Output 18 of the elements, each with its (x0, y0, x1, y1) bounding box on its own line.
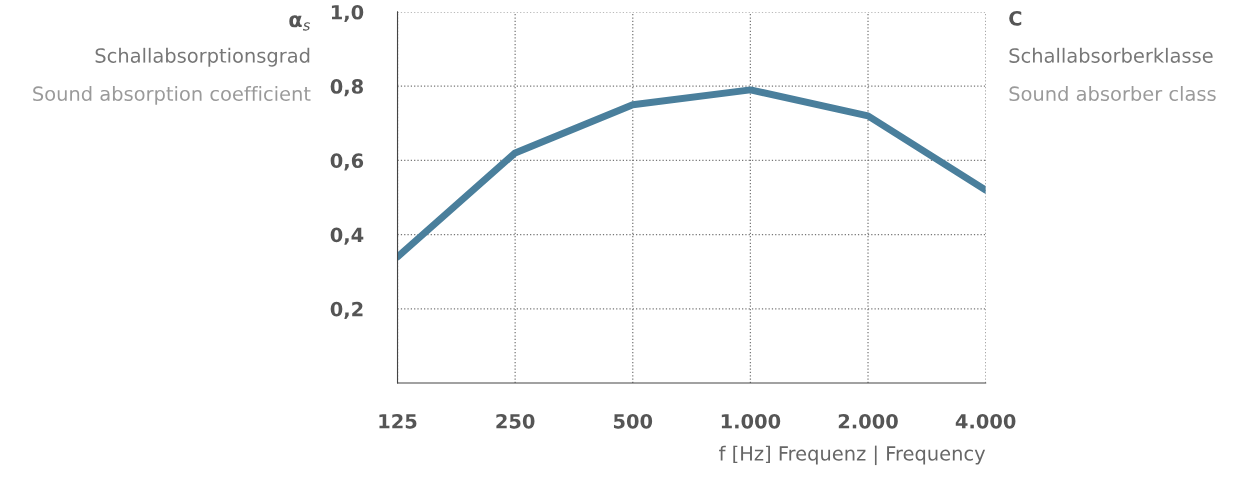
x-tick-label: 250 (496, 413, 535, 429)
x-tick-label: 500 (613, 413, 653, 429)
y-tick-label: 0,6 (330, 153, 364, 171)
text: Sound absorber class (1009, 85, 1216, 102)
x-tick-label: 1.000 (721, 413, 781, 429)
text: Sound absorption coefficient (33, 85, 311, 105)
text: C (1009, 10, 1022, 26)
y-tick-label: 0,4 (330, 227, 364, 245)
x-tick-label: 4.000 (955, 413, 1016, 429)
y-tick-label: 0,2 (330, 301, 363, 319)
y-axis-title: α$_{s}$ (289, 15, 311, 31)
y-tick-label: 0,8 (330, 79, 363, 97)
x-axis-title: f [Hz] Frequenz | Frequency (719, 445, 986, 466)
text: Schallabsorberklasse (1009, 47, 1213, 63)
y-tick-label: 1,0 (331, 4, 364, 23)
x-tick-label: 2.000 (838, 413, 898, 429)
x-tick-label: 125 (379, 413, 417, 429)
text: Schallabsorptionsgrad (95, 47, 310, 67)
